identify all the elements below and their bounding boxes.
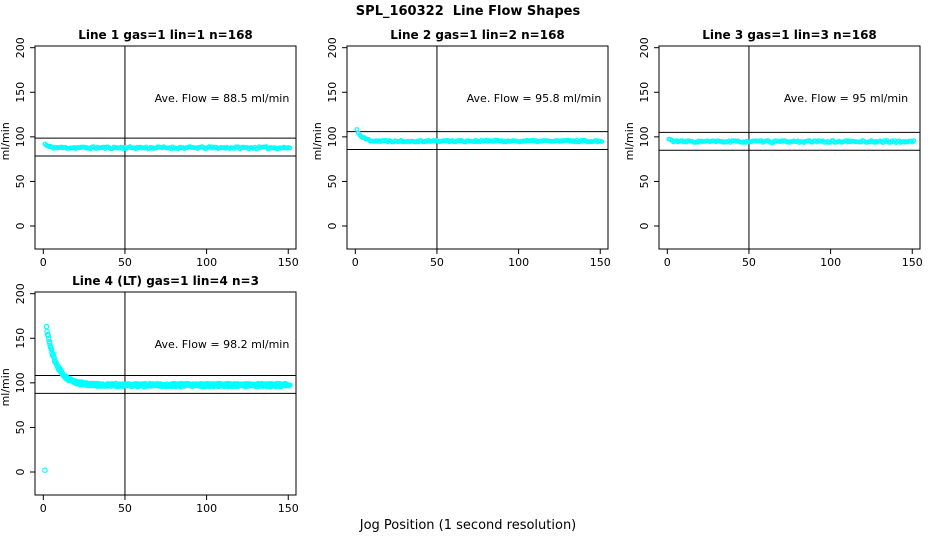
panels-grid: Line 1 gas=1 lin=1 n=168 0 50 100 150 0 50 100 1… (0, 26, 936, 518)
y-tick-label: 100 (326, 126, 339, 147)
y-tick-label: 0 (638, 223, 651, 230)
data-points (42, 323, 293, 474)
outlier-point (42, 467, 48, 474)
x-tick-label: 50 (118, 502, 132, 515)
y-tick-label: 150 (14, 328, 27, 349)
ave-flow-annotation: Ave. Flow = 95.8 ml/min (467, 92, 602, 105)
panel-title: Line 4 (LT) gas=1 lin=4 n=3 (72, 274, 259, 288)
data-points (354, 127, 605, 145)
y-tick-label: 0 (326, 223, 339, 230)
page-title: SPL_160322 Line Flow Shapes (355, 4, 581, 19)
y-tick-label: 50 (14, 174, 27, 188)
data-point (45, 332, 52, 339)
panel-cell-empty-2 (624, 272, 936, 518)
data-point (45, 335, 52, 342)
data-point (911, 138, 917, 144)
y-tick-label: 100 (638, 126, 651, 147)
plot-box (346, 45, 609, 250)
x-tick-label: 0 (352, 256, 359, 269)
data-points (42, 141, 293, 152)
panel-line-1-plot: Line 1 gas=1 lin=1 n=168 0 50 100 150 0 50 100 1… (0, 28, 299, 269)
x-axis-label: Jog Position (1 second resolution) (359, 518, 577, 533)
panel-cell-empty-1 (312, 272, 624, 518)
y-tick-label: 50 (14, 420, 27, 434)
data-point (48, 346, 55, 353)
panel-line-2-plot: Line 2 gas=1 lin=2 n=168 0 50 100 150 0 50 100 1… (312, 28, 611, 269)
x-tick-label: 50 (430, 256, 444, 269)
ave-flow-annotation: Ave. Flow = 98.2 ml/min (155, 338, 290, 351)
x-tick-label: 100 (508, 256, 529, 269)
y-axis-label: ml/min (0, 122, 12, 160)
x-tick-label: 50 (118, 256, 132, 269)
y-tick-label: 100 (14, 126, 27, 147)
panel-title: Line 3 gas=1 lin=3 n=168 (702, 28, 877, 42)
x-tick-label: 50 (742, 256, 756, 269)
x-tick-label: 150 (902, 256, 923, 269)
y-axis-label: ml/min (624, 122, 636, 160)
y-tick-label: 100 (14, 372, 27, 393)
data-point (599, 139, 605, 144)
panel-cell-1: Line 1 gas=1 lin=1 n=168 0 50 100 150 0 50 100 1… (0, 26, 312, 272)
data-point (287, 382, 293, 389)
plot-box (658, 45, 921, 250)
y-axis-label: ml/min (0, 368, 12, 406)
plot-box (34, 45, 297, 250)
data-points (666, 136, 917, 145)
x-tick-label: 100 (196, 502, 217, 515)
panel-title: Line 1 gas=1 lin=1 n=168 (78, 28, 253, 42)
ave-flow-annotation: Ave. Flow = 95 ml/min (784, 92, 908, 105)
x-tick-label: 150 (278, 256, 299, 269)
y-tick-label: 200 (14, 37, 27, 58)
panel-cell-3: Line 3 gas=1 lin=3 n=168 0 50 100 150 0 50 100 1… (624, 26, 936, 272)
y-tick-label: 200 (14, 283, 27, 304)
x-tick-label: 0 (664, 256, 671, 269)
y-tick-label: 150 (14, 82, 27, 103)
y-tick-label: 200 (638, 37, 651, 58)
data-point (287, 145, 293, 151)
y-tick-label: 150 (638, 82, 651, 103)
x-tick-label: 150 (590, 256, 611, 269)
y-tick-label: 50 (326, 174, 339, 188)
y-tick-label: 50 (638, 174, 651, 188)
x-tick-label: 100 (820, 256, 841, 269)
y-axis-label: ml/min (312, 122, 324, 160)
x-tick-label: 150 (278, 502, 299, 515)
panel-cell-4: Line 4 (LT) gas=1 lin=4 n=3 0 50 100 150 0 50 1… (0, 272, 312, 518)
x-tick-label: 0 (40, 256, 47, 269)
panel-cell-2: Line 2 gas=1 lin=2 n=168 0 50 100 150 0 50 100 1… (312, 26, 624, 272)
panel-title: Line 2 gas=1 lin=2 n=168 (390, 28, 565, 42)
panel-line-3-plot: Line 3 gas=1 lin=3 n=168 0 50 100 150 0 50 100 1… (624, 28, 923, 269)
ave-flow-annotation: Ave. Flow = 88.5 ml/min (155, 92, 290, 105)
x-tick-label: 0 (40, 502, 47, 515)
y-tick-label: 150 (326, 82, 339, 103)
y-tick-label: 200 (326, 37, 339, 58)
y-tick-label: 0 (14, 469, 27, 476)
x-tick-label: 100 (196, 256, 217, 269)
y-tick-label: 0 (14, 223, 27, 230)
data-point (43, 323, 50, 330)
panel-line-4-plot: Line 4 (LT) gas=1 lin=4 n=3 0 50 100 150 0 50 1… (0, 274, 299, 515)
